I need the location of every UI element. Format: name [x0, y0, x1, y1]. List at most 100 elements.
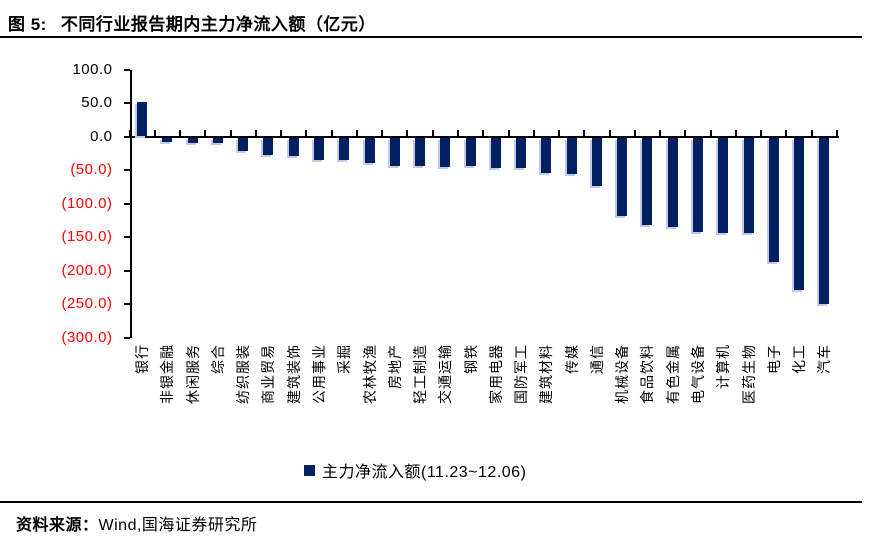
bar: [238, 137, 249, 151]
bar: [794, 137, 805, 291]
y-axis-label: (250.0): [61, 295, 113, 312]
bar: [667, 137, 678, 227]
x-axis-tick: [381, 129, 384, 137]
x-axis-label: 休闲服务: [184, 344, 201, 404]
x-axis-tick: [836, 129, 838, 137]
x-axis-tick: [153, 129, 156, 137]
bar: [465, 137, 476, 167]
x-axis-tick: [532, 129, 535, 137]
x-axis-label: 建筑材料: [538, 344, 555, 404]
bar: [743, 137, 754, 234]
bar: [263, 137, 274, 155]
bar: [541, 137, 552, 173]
figure-number: 图 5:: [8, 15, 47, 34]
x-axis-label: 计算机: [715, 344, 732, 389]
bar: [137, 101, 148, 137]
title-underline: [0, 36, 862, 38]
y-axis-tick: [123, 135, 130, 138]
y-axis-tick: [123, 202, 130, 205]
bar: [693, 137, 704, 232]
source-line: 资料来源：Wind,国海证券研究所: [16, 511, 257, 535]
y-axis-tick: [123, 269, 130, 272]
x-axis-label: 通信: [588, 344, 605, 374]
x-axis-tick: [608, 129, 611, 137]
x-axis-label: 建筑装饰: [285, 344, 302, 404]
figure-title: 图 5: 不同行业报告期内主力净流入额（亿元）: [8, 10, 376, 35]
bar: [516, 137, 527, 169]
x-axis-tick: [760, 129, 763, 137]
x-axis-label: 化工: [791, 344, 808, 374]
bar: [212, 137, 223, 143]
y-axis-label: (150.0): [61, 228, 113, 245]
x-axis-label: 电气设备: [690, 344, 707, 404]
x-axis-tick: [229, 129, 232, 137]
bar: [617, 137, 628, 216]
source-text: Wind,国海证券研究所: [98, 517, 258, 534]
bar: [440, 137, 451, 167]
legend: 主力净流入额(11.23~12.06): [304, 459, 526, 481]
y-axis-tick: [123, 169, 130, 171]
x-axis-tick: [431, 129, 434, 137]
y-axis-tick: [123, 102, 130, 104]
x-axis-tick: [128, 129, 131, 137]
legend-label: 主力净流入额(11.23~12.06): [322, 464, 527, 481]
x-axis-tick: [659, 129, 662, 137]
bar: [490, 137, 501, 168]
bar: [415, 137, 426, 167]
x-axis-tick: [633, 129, 636, 137]
source-label: 资料来源：: [16, 517, 99, 534]
bar: [364, 137, 375, 163]
bar: [718, 137, 729, 234]
bar: [642, 137, 653, 226]
bar: [339, 137, 350, 161]
y-axis-label: (300.0): [61, 328, 113, 346]
x-axis-label: 传媒: [563, 344, 580, 374]
x-axis-tick: [734, 129, 737, 137]
bar: [566, 137, 577, 174]
x-axis-label: 综合: [209, 344, 226, 374]
legend-swatch: [304, 464, 315, 476]
y-axis: [129, 69, 132, 338]
x-axis-tick: [810, 129, 813, 137]
x-axis-label: 电子: [765, 344, 782, 374]
y-axis-tick: [123, 68, 130, 71]
x-axis-tick: [406, 129, 409, 137]
bar: [162, 137, 173, 142]
x-axis-tick: [482, 129, 485, 137]
footer-divider: [0, 501, 862, 503]
x-axis-label: 食品饮料: [639, 344, 656, 404]
x-axis-tick: [204, 129, 207, 137]
bar: [187, 137, 198, 143]
x-axis-label: 商业贸易: [260, 344, 277, 404]
x-axis-tick: [254, 129, 257, 137]
x-axis-tick: [456, 129, 459, 137]
bar: [288, 137, 299, 156]
x-axis-tick: [305, 129, 308, 137]
figure-title-text: 不同行业报告期内主力净流入额（亿元）: [60, 15, 376, 34]
x-axis-tick: [684, 129, 687, 137]
bar: [768, 137, 779, 263]
x-axis-label: 机械设备: [614, 344, 631, 404]
y-axis-label: (200.0): [61, 261, 113, 279]
bar: [819, 137, 830, 304]
x-axis-label: 纺织服装: [235, 344, 252, 404]
x-axis-tick: [583, 129, 586, 137]
bar: [314, 137, 324, 160]
x-axis-label: 汽车: [816, 344, 833, 374]
y-axis-tick: [123, 336, 130, 339]
x-axis-label: 非银金融: [159, 344, 176, 404]
x-axis-label: 银行: [134, 344, 151, 374]
x-axis-tick: [507, 129, 510, 137]
x-axis-tick: [558, 129, 561, 137]
x-axis-tick: [179, 129, 182, 137]
x-axis-tick: [785, 129, 788, 137]
x-axis-label: 医药生物: [740, 344, 757, 404]
y-axis-label: (100.0): [61, 194, 113, 212]
y-axis-tick: [123, 236, 130, 238]
x-axis: [129, 135, 839, 138]
y-axis-label: 100.0: [72, 60, 113, 78]
x-axis-tick: [709, 129, 712, 137]
bar: [389, 137, 400, 166]
y-axis-label: 50.0: [81, 94, 113, 111]
